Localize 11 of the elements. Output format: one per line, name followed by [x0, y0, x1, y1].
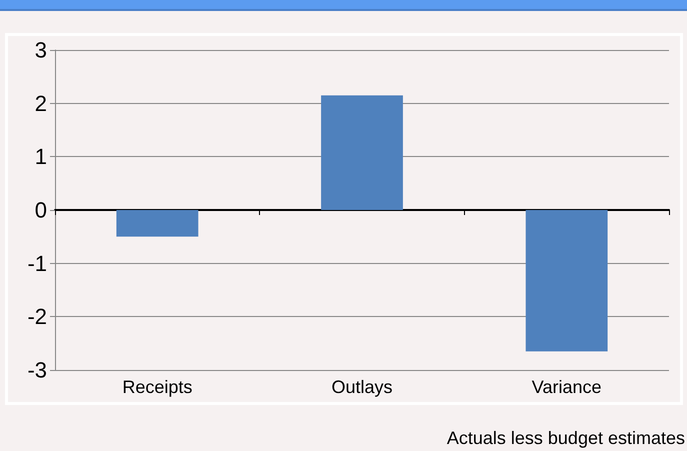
x-tick-label: Variance	[532, 377, 602, 397]
x-tick-label: Receipts	[122, 377, 192, 397]
x-tick-label: Outlays	[331, 377, 393, 397]
y-tick-label: -2	[27, 304, 47, 330]
y-tick-label: 1	[34, 144, 47, 170]
y-tick-label: 2	[34, 90, 47, 116]
text: Actuals less budget estimates	[446, 428, 685, 449]
y-tick-label: -1	[27, 250, 47, 276]
y-tick-label: 3	[34, 38, 47, 62]
y-tick-label: -3	[27, 358, 47, 382]
y-tick-label: 0	[34, 198, 47, 222]
